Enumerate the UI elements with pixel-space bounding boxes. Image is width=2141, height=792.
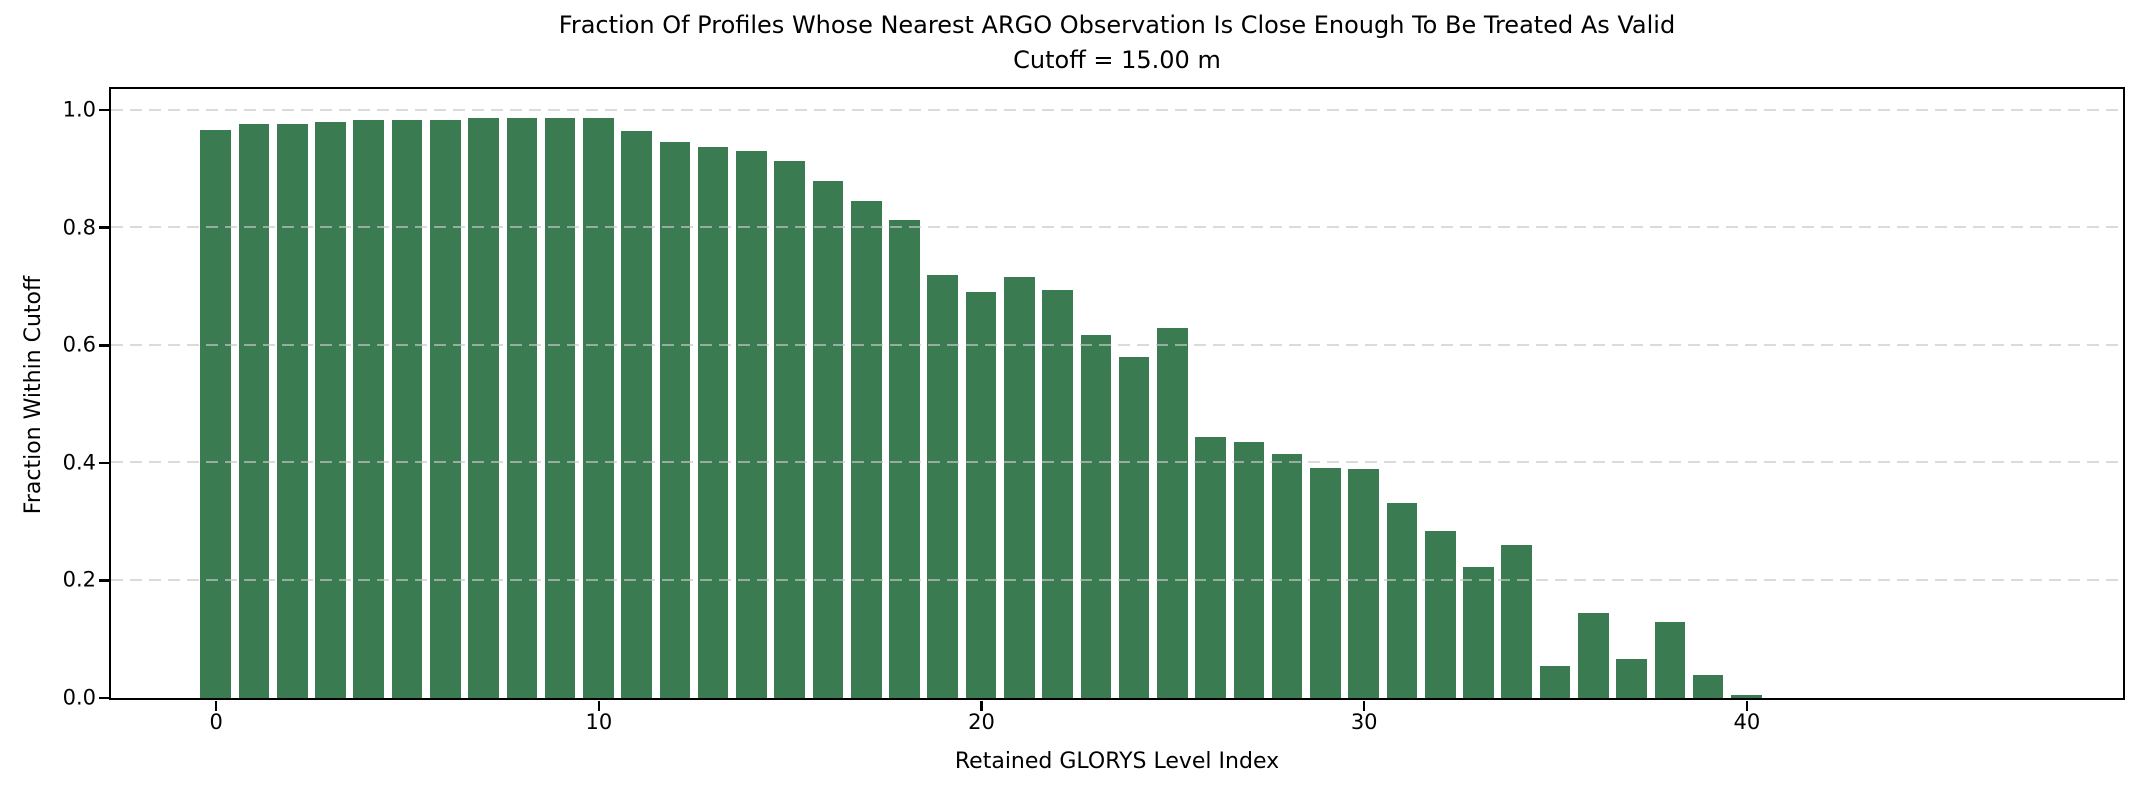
bar-level-18	[889, 219, 920, 698]
bar-level-33	[1463, 567, 1494, 698]
x-axis-label: Retained GLORYS Level Index	[954, 749, 1280, 774]
grid-line	[110, 226, 2123, 229]
bar-level-1	[238, 123, 270, 698]
bar-level-8	[506, 118, 538, 698]
bar-level-17	[850, 200, 882, 698]
bar-level-28	[1271, 454, 1303, 698]
bar-level-6	[430, 119, 461, 698]
y-tick	[98, 226, 109, 229]
bar-level-27	[1233, 441, 1265, 698]
x-tick	[597, 700, 601, 711]
x-tick	[1362, 700, 1366, 711]
y-tick-label: 0.0	[62, 685, 96, 710]
bar-level-34	[1501, 544, 1533, 698]
bar-level-7	[468, 118, 499, 698]
bar-level-10	[583, 118, 614, 698]
bar-level-14	[736, 151, 767, 698]
x-tick	[214, 700, 218, 711]
bar-level-38	[1654, 621, 1686, 698]
y-tick-label: 1.0	[62, 97, 96, 122]
bar-level-4	[353, 119, 385, 698]
y-tick-label: 0.6	[62, 332, 96, 357]
bar-level-37	[1616, 659, 1647, 698]
bar-level-36	[1577, 613, 1609, 698]
y-tick	[98, 696, 109, 700]
y-tick	[98, 461, 109, 465]
x-tick-label: 20	[968, 710, 995, 734]
chart-title: Fraction Of Profiles Whose Nearest ARGO …	[111, 8, 2123, 78]
chart-title-line1: Fraction Of Profiles Whose Nearest ARGO …	[558, 11, 1676, 39]
bar-level-39	[1692, 674, 1724, 698]
y-tick	[98, 579, 109, 582]
x-tick-label: 0	[209, 710, 223, 734]
grid-line	[110, 343, 2123, 346]
bar-level-13	[697, 147, 729, 698]
bar-level-32	[1424, 530, 1456, 698]
bar-level-20	[965, 291, 997, 698]
x-tick	[980, 700, 983, 711]
y-tick-label: 0.4	[62, 450, 96, 475]
bar-level-21	[1003, 277, 1035, 698]
bar-level-9	[544, 118, 576, 698]
bar-level-5	[391, 119, 423, 698]
bar-level-3	[315, 122, 346, 698]
bar-level-30	[1348, 469, 1379, 698]
chart-title-line2: Cutoff = 15.00 m	[1013, 46, 1221, 74]
bar-level-29	[1310, 467, 1341, 698]
bar-level-35	[1539, 665, 1571, 698]
x-tick-label: 30	[1350, 710, 1378, 734]
bar-level-16	[812, 181, 844, 698]
bar-level-15	[774, 161, 806, 698]
bar-level-19	[927, 275, 959, 698]
x-tick-label: 40	[1733, 710, 1761, 734]
plot-inner	[110, 89, 2123, 698]
x-tick	[1745, 700, 1749, 711]
x-tick-label: 10	[585, 710, 613, 734]
y-tick-label: 0.8	[62, 215, 96, 240]
bar-level-25	[1157, 327, 1188, 698]
y-tick	[98, 108, 109, 112]
grid-line	[110, 578, 2123, 582]
bar-level-40	[1731, 695, 1762, 698]
bar-level-2	[276, 124, 308, 698]
plot-area	[108, 86, 2125, 700]
bar-level-22	[1042, 290, 1073, 698]
y-tick-label: 0.2	[62, 567, 96, 592]
bar-level-23	[1080, 335, 1112, 698]
bar-level-12	[659, 142, 691, 698]
bar-level-31	[1386, 502, 1418, 698]
bar-level-0	[200, 130, 232, 698]
y-axis-label: Fraction Within Cutoff	[21, 275, 46, 515]
bar-level-24	[1118, 356, 1150, 698]
bar-level-11	[621, 131, 652, 698]
y-tick	[98, 344, 109, 347]
grid-line	[110, 461, 2123, 464]
grid-line	[110, 108, 2123, 111]
bar-level-26	[1195, 436, 1226, 698]
